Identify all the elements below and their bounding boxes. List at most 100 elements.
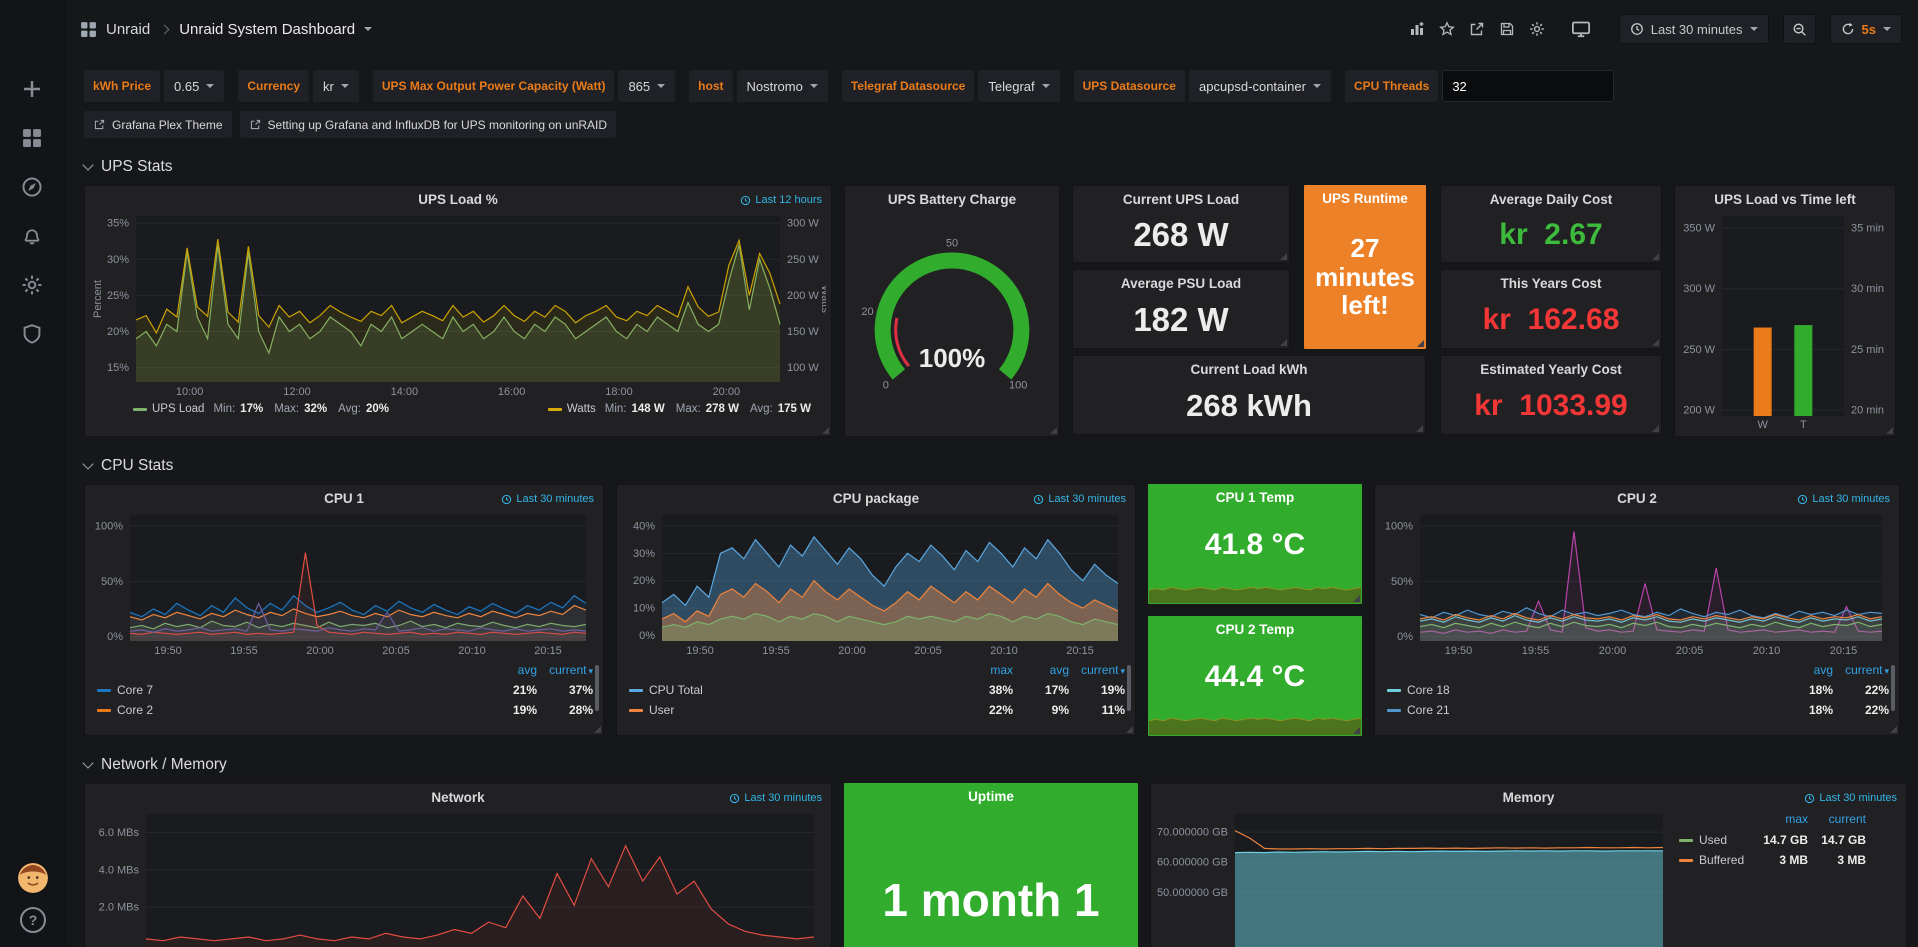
section-network-memory[interactable]: Network / Memory xyxy=(82,756,227,774)
memory-chart[interactable]: 70.000000 GB 60.000000 GB 50.000000 GB xyxy=(1151,808,1675,947)
variable-value-dropdown[interactable]: Telegraf xyxy=(978,70,1060,102)
svg-text:14:00: 14:00 xyxy=(391,386,419,398)
legend-sort-max[interactable]: max xyxy=(1785,812,1808,826)
legend-sort-current[interactable]: current xyxy=(1833,663,1889,680)
cycle-view-mode-button[interactable] xyxy=(1571,19,1591,39)
section-ups-stats[interactable]: UPS Stats xyxy=(82,158,173,176)
legend-sort-avg[interactable]: avg xyxy=(517,663,537,677)
legend-row[interactable]: Core 18 18% 22% xyxy=(1387,680,1889,700)
sidebar-admin-button[interactable] xyxy=(21,323,45,347)
legend-sort-max[interactable]: max xyxy=(990,663,1013,677)
legend-item[interactable]: UPS Load Min: 17% Max: 32% Avg: 20% xyxy=(133,403,395,415)
panel-title[interactable]: CPU 2 Temp xyxy=(1215,622,1295,637)
legend-row[interactable]: Buffered 3 MB 3 MB xyxy=(1679,850,1866,870)
series-color-dash xyxy=(629,708,643,712)
legend-row[interactable]: Core 2 19% 28% xyxy=(97,700,593,720)
legend-sort-current[interactable]: current xyxy=(1828,812,1866,826)
panel-title[interactable]: CPU 2 xyxy=(1617,491,1657,506)
time-range-picker[interactable]: Last 30 minutes xyxy=(1618,14,1769,44)
panel-title[interactable]: Average PSU Load xyxy=(1120,276,1242,291)
breadcrumb-dashboard-title[interactable]: Unraid System Dashboard xyxy=(179,20,356,38)
cpu-package-chart[interactable]: 40% 30% 20% 10% 0% 19:50 19:55 20:00 20:05 20:10 2… xyxy=(622,509,1130,659)
ups-vs-time-chart[interactable]: 350 W 300 W 250 W 200 W 35 min 30 min 25 min 20… xyxy=(1680,210,1890,432)
panel-title[interactable]: UPS Load % xyxy=(418,192,498,207)
panel-title[interactable]: CPU 1 Temp xyxy=(1215,490,1295,505)
svg-text:18:00: 18:00 xyxy=(605,386,633,398)
legend-scrollbar[interactable] xyxy=(1891,665,1895,711)
share-dashboard-button[interactable] xyxy=(1469,21,1485,37)
panel-title[interactable]: This Years Cost xyxy=(1500,276,1602,291)
link-grafana-plex-theme[interactable]: Grafana Plex Theme xyxy=(84,111,232,138)
sidebar-explore-button[interactable] xyxy=(21,176,45,200)
section-cpu-stats[interactable]: CPU Stats xyxy=(82,457,173,475)
panel-time-badge: Last 30 minutes xyxy=(1033,493,1126,505)
user-avatar[interactable] xyxy=(18,863,48,893)
legend-sort-current[interactable]: current xyxy=(1069,663,1125,680)
variable-value-dropdown[interactable]: kr xyxy=(313,70,359,102)
refresh-picker[interactable]: 5s xyxy=(1829,14,1902,44)
legend-row[interactable]: Core 21 18% 22% xyxy=(1387,700,1889,720)
legend-sort-avg[interactable]: avg xyxy=(1049,663,1069,677)
panel-title[interactable]: Uptime xyxy=(968,789,1014,804)
star-dashboard-button[interactable] xyxy=(1439,21,1455,37)
dashboard-settings-button[interactable] xyxy=(1529,21,1545,37)
legend-row[interactable]: Core 7 21% 37% xyxy=(97,680,593,700)
chevron-down-icon[interactable] xyxy=(364,27,373,31)
variable-value-dropdown[interactable]: Nostromo xyxy=(736,70,828,102)
variable-value-dropdown[interactable]: 865 xyxy=(618,70,676,102)
panel-title[interactable]: CPU package xyxy=(832,491,920,506)
svg-text:100%: 100% xyxy=(1385,521,1413,533)
stat-value: 44.4 °C xyxy=(1204,660,1306,693)
panel-title[interactable]: UPS Runtime xyxy=(1322,191,1408,206)
breadcrumb-app[interactable]: Unraid xyxy=(106,20,151,38)
legend-sort-avg[interactable]: avg xyxy=(1813,663,1833,677)
legend-item[interactable]: Watts Min: 148 W Max: 278 W Avg: 175 W xyxy=(547,403,817,415)
add-panel-button[interactable] xyxy=(1409,21,1425,37)
svg-text:50.000000 GB: 50.000000 GB xyxy=(1157,887,1228,899)
panel-title[interactable]: Network xyxy=(431,790,485,805)
legend-scrollbar[interactable] xyxy=(595,665,599,711)
legend-row[interactable]: CPU Total 38% 17% 19% xyxy=(629,680,1125,700)
save-dashboard-button[interactable] xyxy=(1499,21,1515,37)
panel-average-psu-load: Average PSU Load 182 W xyxy=(1072,269,1290,349)
sidebar-dashboards-button[interactable] xyxy=(21,127,45,151)
legend-scrollbar[interactable] xyxy=(1127,665,1131,711)
cpu-threads-input[interactable] xyxy=(1442,70,1615,102)
link-ups-monitoring-guide[interactable]: Setting up Grafana and InfluxDB for UPS … xyxy=(239,111,617,138)
template-variables: kWh Price 0.65 Currency kr UPS Max Outpu… xyxy=(84,70,1902,102)
panel-title[interactable]: Current UPS Load xyxy=(1122,192,1240,207)
battery-gauge[interactable]: 0 20 50 100 100% xyxy=(850,210,1054,424)
svg-text:Percent: Percent xyxy=(92,280,104,318)
panel-title[interactable]: CPU 1 xyxy=(324,491,364,506)
sidebar-alerting-button[interactable] xyxy=(21,225,45,249)
cpu2-chart[interactable]: 100% 50% 0% 19:50 19:55 20:00 20:05 20:10 20:15 xyxy=(1380,509,1894,659)
legend-row[interactable]: Used 14.7 GB 14.7 GB xyxy=(1679,830,1866,850)
panel-title[interactable]: Current Load kWh xyxy=(1190,362,1308,377)
help-icon[interactable] xyxy=(20,907,46,933)
panel-title[interactable]: Estimated Yearly Cost xyxy=(1480,362,1622,377)
panel-current-load-kwh: Current Load kWh 268 kWh xyxy=(1072,355,1426,435)
panel-title[interactable]: UPS Load vs Time left xyxy=(1714,192,1856,207)
panel-title[interactable]: Average Daily Cost xyxy=(1489,192,1613,207)
sidebar-create-button[interactable] xyxy=(21,78,45,102)
svg-text:16:00: 16:00 xyxy=(498,386,526,398)
ups-load-chart[interactable]: 35% 30% 25% 20% 15% Percent 300 W 250 W 200 W 150… xyxy=(90,210,826,400)
legend-row[interactable]: User 22% 9% 11% xyxy=(629,700,1125,720)
series-color-dash xyxy=(97,708,111,712)
cpu1-chart[interactable]: 100% 50% 0% 19:50 19:55 20:00 20:05 20:10 20:15 xyxy=(90,509,598,659)
variable-value-dropdown[interactable]: apcupsd-container xyxy=(1188,70,1331,102)
panel-title[interactable]: Memory xyxy=(1502,790,1555,805)
sidebar-configuration-button[interactable] xyxy=(21,274,45,298)
variable-value-dropdown[interactable]: 0.65 xyxy=(164,70,225,102)
series-color-dash xyxy=(97,688,111,692)
svg-text:2.0 MBs: 2.0 MBs xyxy=(99,902,140,914)
zoom-out-button[interactable] xyxy=(1782,14,1816,44)
panel-title[interactable]: UPS Battery Charge xyxy=(887,192,1017,207)
svg-text:30%: 30% xyxy=(107,254,129,266)
legend-sort-current[interactable]: current xyxy=(537,663,593,680)
variable-label: UPS Datasource xyxy=(1073,70,1185,102)
grafana-logo[interactable] xyxy=(16,10,50,44)
network-chart[interactable]: 6.0 MBs 4.0 MBs 2.0 MBs xyxy=(90,808,826,947)
